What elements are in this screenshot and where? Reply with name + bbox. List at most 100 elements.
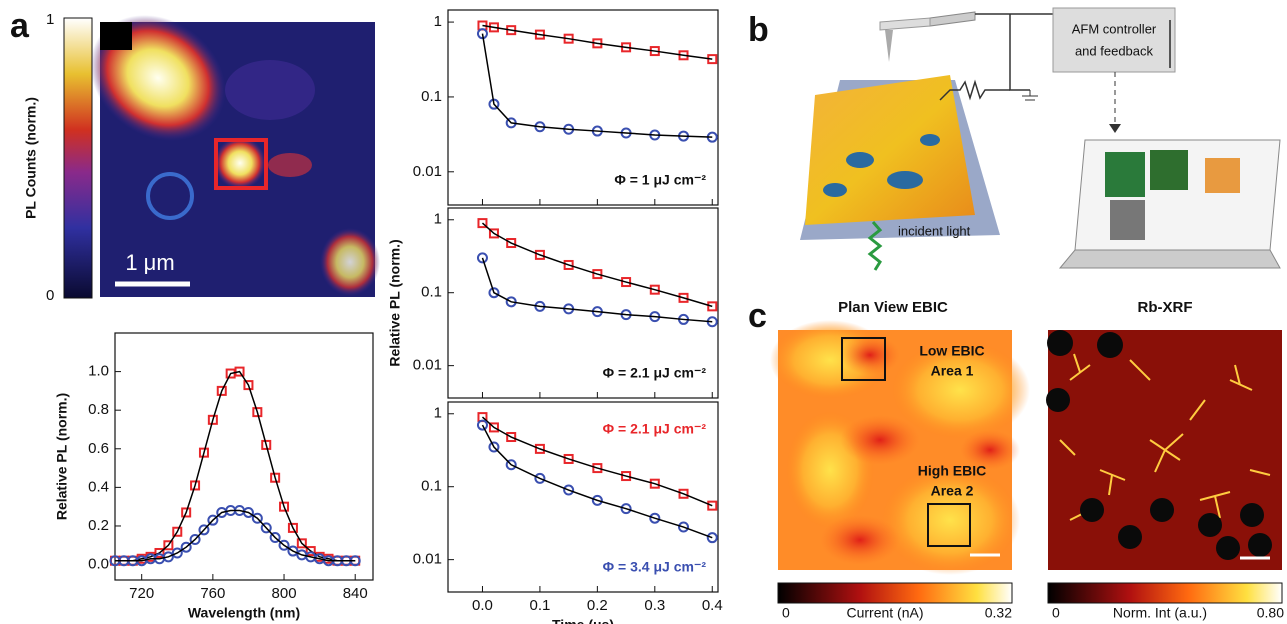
marker	[207, 514, 219, 526]
marker	[296, 538, 307, 549]
marker	[649, 478, 660, 489]
marker	[488, 228, 499, 239]
afm-schematic	[800, 7, 1281, 271]
marker	[488, 287, 500, 299]
marker	[198, 524, 210, 536]
light-label: incident light	[898, 223, 971, 238]
marker	[706, 532, 718, 544]
colorbar-tick: 0	[1052, 605, 1060, 621]
annotation: Φ = 1 μJ cm⁻²	[614, 172, 706, 188]
y-axis-label: Relative PL (norm.)	[54, 393, 70, 520]
panel-label: b	[748, 11, 769, 49]
x-axis-label: Time (μs)	[552, 617, 614, 624]
x-tick-label: 720	[129, 585, 154, 602]
plot-frame	[447, 401, 719, 593]
y-tick-label: 1	[434, 405, 442, 422]
marker	[621, 277, 632, 288]
marker	[305, 546, 316, 557]
y-tick-label: 0.2	[88, 517, 109, 534]
y-tick-label: 0.1	[421, 88, 442, 105]
annotation: Φ = 3.4 μJ cm⁻²	[603, 559, 707, 575]
y-tick-label: 0.8	[88, 401, 109, 418]
region-label: Low EBIC	[919, 343, 984, 359]
marker	[260, 522, 272, 534]
marker	[534, 443, 545, 454]
region-label: Area 2	[931, 483, 974, 499]
colorbar-tick: 0.80	[1257, 605, 1284, 621]
x-tick-label: 0.4	[702, 597, 723, 614]
marker	[279, 501, 290, 512]
plot-frame	[447, 9, 719, 206]
marker	[287, 522, 298, 533]
marker	[707, 500, 718, 511]
colorbar-tick: 0.32	[985, 605, 1012, 621]
colorbar-tick: 0	[782, 605, 790, 621]
marker	[207, 414, 218, 425]
marker	[180, 541, 192, 553]
y-tick-label: 1	[434, 211, 442, 228]
y-tick-label: 0.6	[88, 440, 109, 457]
marker	[534, 249, 545, 260]
x-tick-label: 0.3	[644, 597, 665, 614]
marker	[591, 494, 603, 506]
marker	[678, 488, 689, 499]
marker	[190, 480, 201, 491]
y-tick-label: 1	[434, 13, 442, 30]
marker	[649, 512, 661, 524]
controller-label: and feedback	[1075, 43, 1154, 58]
y-tick-label: 0.4	[88, 478, 109, 495]
x-tick-label: 760	[200, 585, 225, 602]
marker	[534, 472, 546, 484]
fit-line	[481, 257, 713, 323]
y-tick-label: 0.1	[421, 284, 442, 301]
marker	[620, 503, 632, 515]
marker	[477, 218, 488, 229]
panel-label: c	[748, 297, 767, 335]
marker	[563, 484, 575, 496]
marker	[488, 422, 499, 433]
fit-line	[481, 222, 713, 308]
fit-line	[115, 509, 356, 562]
marker	[234, 366, 245, 377]
marker	[592, 463, 603, 474]
marker	[621, 471, 632, 482]
fit-line	[481, 33, 713, 138]
y-tick-label: 0.01	[413, 551, 442, 568]
xrf-map	[1046, 330, 1283, 604]
marker	[563, 259, 574, 270]
marker	[488, 441, 500, 453]
series	[477, 218, 718, 312]
colorbar-tick: 1	[46, 11, 54, 28]
marker	[261, 439, 272, 450]
marker	[198, 447, 209, 458]
marker	[476, 252, 488, 264]
marker	[287, 545, 299, 557]
colorbar	[63, 17, 93, 299]
series	[477, 412, 718, 511]
marker	[506, 238, 517, 249]
marker	[592, 269, 603, 280]
marker	[476, 419, 488, 431]
y-tick-label: 0.1	[421, 478, 442, 495]
region-label: High EBIC	[918, 463, 986, 479]
annotation: Φ = 2.1 μJ cm⁻²	[603, 421, 707, 437]
region-label: Area 1	[931, 363, 974, 379]
fit-line	[481, 416, 713, 507]
x-tick-label: 840	[343, 585, 368, 602]
pl-map	[90, 15, 380, 297]
x-tick-label: 0.0	[472, 597, 493, 614]
map-title: Plan View EBIC	[838, 299, 948, 316]
marker	[252, 407, 263, 418]
marker	[154, 547, 165, 558]
x-tick-label: 0.1	[529, 597, 550, 614]
marker	[181, 507, 192, 518]
marker	[678, 292, 689, 303]
fit-line	[482, 24, 713, 60]
marker	[189, 533, 201, 545]
marker	[171, 547, 183, 559]
colorbar-label: PL Counts (norm.)	[23, 97, 39, 219]
panel-label: a	[10, 7, 30, 45]
marker	[216, 385, 227, 396]
marker	[162, 551, 174, 563]
